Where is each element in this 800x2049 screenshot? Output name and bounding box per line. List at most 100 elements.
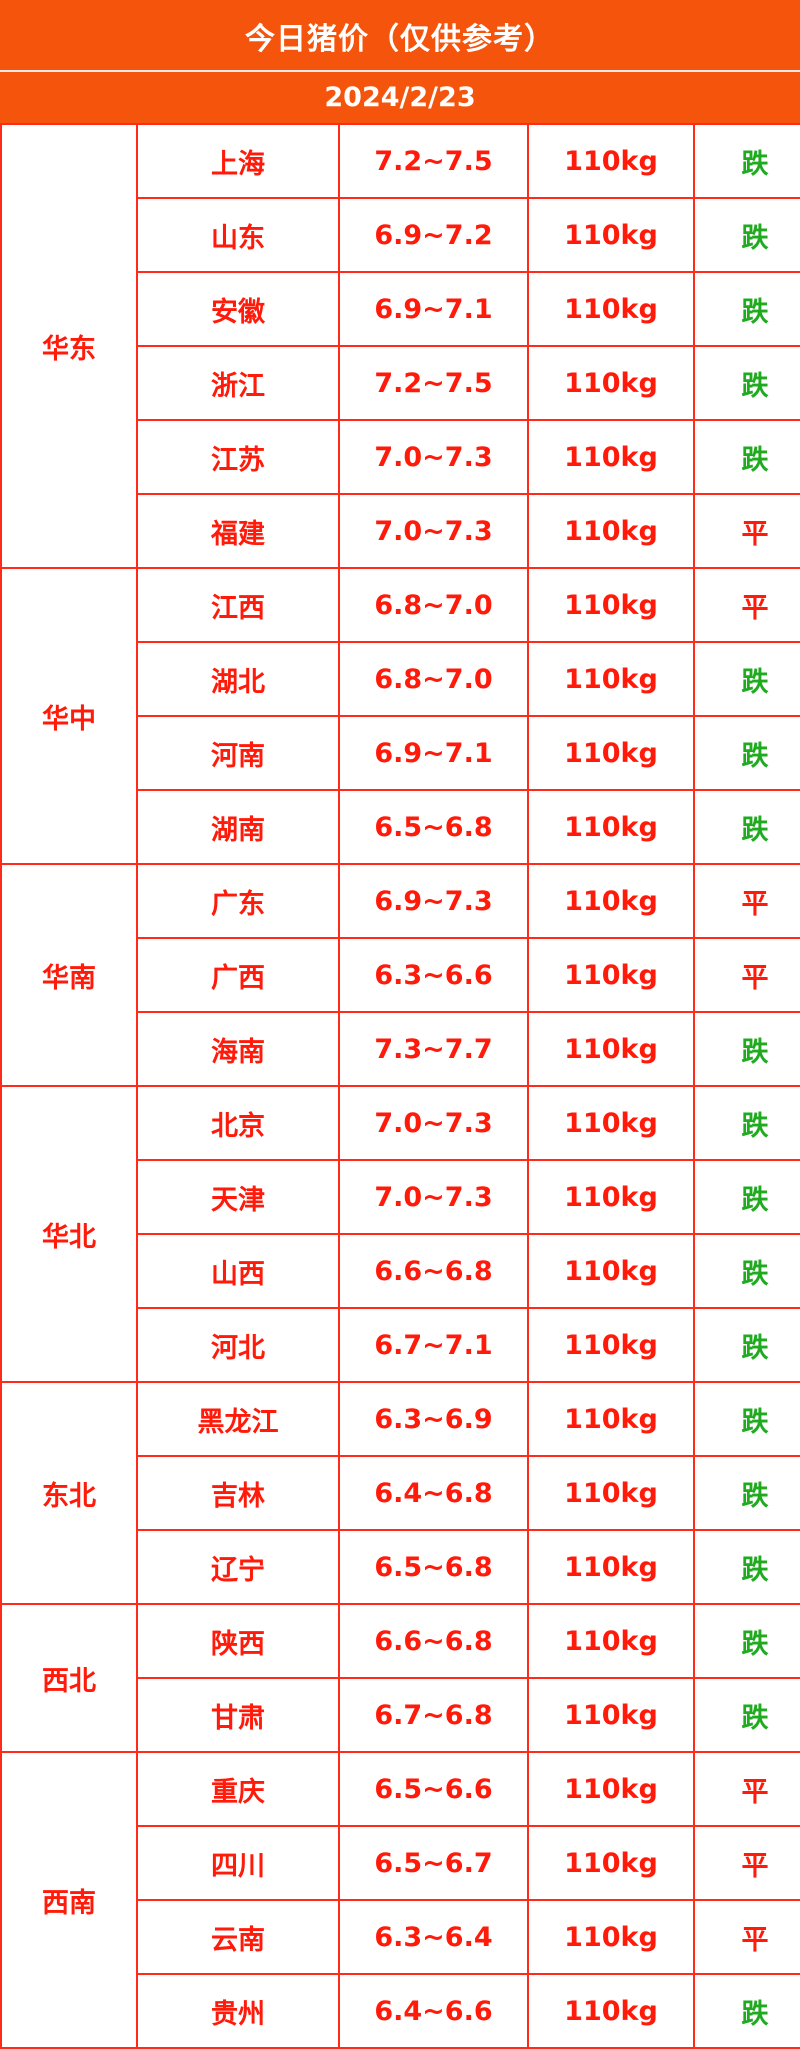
weight-cell: 110kg (527, 1603, 695, 1679)
trend-cell: 跌 (693, 1159, 800, 1235)
trend-cell: 平 (693, 567, 800, 643)
price-cell: 6.3~6.6 (338, 937, 529, 1013)
price-cell: 7.2~7.5 (338, 345, 529, 421)
province-cell: 湖北 (136, 641, 340, 717)
table-row: 山东 6.9~7.2 110kg 跌 (1, 197, 800, 273)
weight-cell: 110kg (527, 1307, 695, 1383)
trend-cell: 跌 (693, 641, 800, 717)
table-row: 华东 上海 7.2~7.5 110kg 跌 (0, 123, 800, 569)
province-cell: 河南 (136, 715, 340, 791)
weight-cell: 110kg (527, 715, 695, 791)
region-cell: 东北 (0, 1381, 138, 1605)
table-row: 吉林 6.4~6.8 110kg 跌 (1, 1455, 800, 1531)
province-cell: 河北 (136, 1307, 340, 1383)
province-cell: 江苏 (136, 419, 340, 495)
weight-cell: 110kg (527, 123, 695, 199)
price-cell: 6.4~6.8 (338, 1455, 529, 1531)
weight-cell: 110kg (527, 937, 695, 1013)
table-row: 辽宁 6.5~6.8 110kg 跌 (1, 1529, 800, 1605)
trend-cell: 平 (693, 1751, 800, 1827)
price-cell: 6.6~6.8 (338, 1603, 529, 1679)
weight-cell: 110kg (527, 1825, 695, 1901)
table-row: 山西 6.6~6.8 110kg 跌 (1, 1233, 800, 1309)
price-cell: 6.5~6.7 (338, 1825, 529, 1901)
province-cell: 江西 (136, 567, 340, 643)
price-cell: 6.8~7.0 (338, 567, 529, 643)
province-cell: 吉林 (136, 1455, 340, 1531)
table-row: 东北 黑龙江 6.3~6.9 110kg 跌 (0, 1381, 800, 1605)
weight-cell: 110kg (527, 1233, 695, 1309)
weight-cell: 110kg (527, 493, 695, 569)
region-cell: 华北 (0, 1085, 138, 1383)
trend-cell: 跌 (693, 1381, 800, 1457)
table-row: 四川 6.5~6.7 110kg 平 (1, 1825, 800, 1901)
trend-cell: 跌 (693, 789, 800, 865)
weight-cell: 110kg (527, 567, 695, 643)
trend-cell: 跌 (693, 419, 800, 495)
page-title: 今日猪价（仅供参考） (0, 0, 800, 72)
province-cell: 山东 (136, 197, 340, 273)
province-cell: 湖南 (136, 789, 340, 865)
trend-cell: 跌 (693, 1603, 800, 1679)
trend-cell: 平 (693, 863, 800, 939)
trend-cell: 跌 (693, 197, 800, 273)
price-cell: 7.0~7.3 (338, 1085, 529, 1161)
province-cell: 云南 (136, 1899, 340, 1975)
table-row: 华北 北京 7.0~7.3 110kg 跌 (0, 1085, 800, 1383)
weight-cell: 110kg (527, 1011, 695, 1087)
province-cell: 福建 (136, 493, 340, 569)
price-cell: 6.5~6.6 (338, 1751, 529, 1827)
weight-cell: 110kg (527, 1677, 695, 1753)
region-cell: 西北 (0, 1603, 138, 1753)
table-row: 河南 6.9~7.1 110kg 跌 (1, 715, 800, 791)
price-cell: 6.9~7.3 (338, 863, 529, 939)
province-cell: 辽宁 (136, 1529, 340, 1605)
weight-cell: 110kg (527, 1455, 695, 1531)
trend-cell: 平 (693, 1899, 800, 1975)
trend-cell: 跌 (693, 123, 800, 199)
table-row: 浙江 7.2~7.5 110kg 跌 (1, 345, 800, 421)
table-row: 西北 陕西 6.6~6.8 110kg 跌 (0, 1603, 800, 1753)
table-row: 云南 6.3~6.4 110kg 平 (1, 1899, 800, 1975)
price-cell: 6.9~7.1 (338, 715, 529, 791)
price-cell: 7.3~7.7 (338, 1011, 529, 1087)
price-cell: 6.5~6.8 (338, 1529, 529, 1605)
trend-cell: 跌 (693, 271, 800, 347)
table-row: 安徽 6.9~7.1 110kg 跌 (1, 271, 800, 347)
region-cell: 西南 (0, 1751, 138, 2049)
weight-cell: 110kg (527, 1085, 695, 1161)
trend-cell: 跌 (693, 1011, 800, 1087)
trend-cell: 平 (693, 493, 800, 569)
weight-cell: 110kg (527, 197, 695, 273)
trend-cell: 跌 (693, 1529, 800, 1605)
province-cell: 安徽 (136, 271, 340, 347)
province-cell: 四川 (136, 1825, 340, 1901)
table-row: 江苏 7.0~7.3 110kg 跌 (1, 419, 800, 495)
date-label: 2024/2/23 (0, 72, 800, 123)
price-cell: 7.0~7.3 (338, 419, 529, 495)
weight-cell: 110kg (527, 641, 695, 717)
province-cell: 贵州 (136, 1973, 340, 2049)
table-row: 湖南 6.5~6.8 110kg 跌 (1, 789, 800, 865)
price-cell: 6.7~6.8 (338, 1677, 529, 1753)
province-cell: 陕西 (136, 1603, 340, 1679)
province-cell: 重庆 (136, 1751, 340, 1827)
table-row: 湖北 6.8~7.0 110kg 跌 (1, 641, 800, 717)
province-cell: 黑龙江 (136, 1381, 340, 1457)
price-cell: 6.3~6.4 (338, 1899, 529, 1975)
price-cell: 6.3~6.9 (338, 1381, 529, 1457)
price-cell: 7.0~7.3 (338, 1159, 529, 1235)
price-cell: 6.9~7.1 (338, 271, 529, 347)
price-cell: 6.8~7.0 (338, 641, 529, 717)
province-cell: 天津 (136, 1159, 340, 1235)
weight-cell: 110kg (527, 1899, 695, 1975)
table-row: 福建 7.0~7.3 110kg 平 (1, 493, 800, 569)
price-cell: 6.9~7.2 (338, 197, 529, 273)
price-table: 华东 上海 7.2~7.5 110kg 跌山东 6.9~7.2 110kg 跌安徽 6.9~7.… (0, 123, 800, 2049)
table-row: 甘肃 6.7~6.8 110kg 跌 (1, 1677, 800, 1753)
region-cell: 华南 (0, 863, 138, 1087)
price-cell: 6.5~6.8 (338, 789, 529, 865)
table-row: 海南 7.3~7.7 110kg 跌 (1, 1011, 800, 1087)
table-row: 西南 重庆 6.5~6.6 110kg 平 (0, 1751, 800, 2049)
